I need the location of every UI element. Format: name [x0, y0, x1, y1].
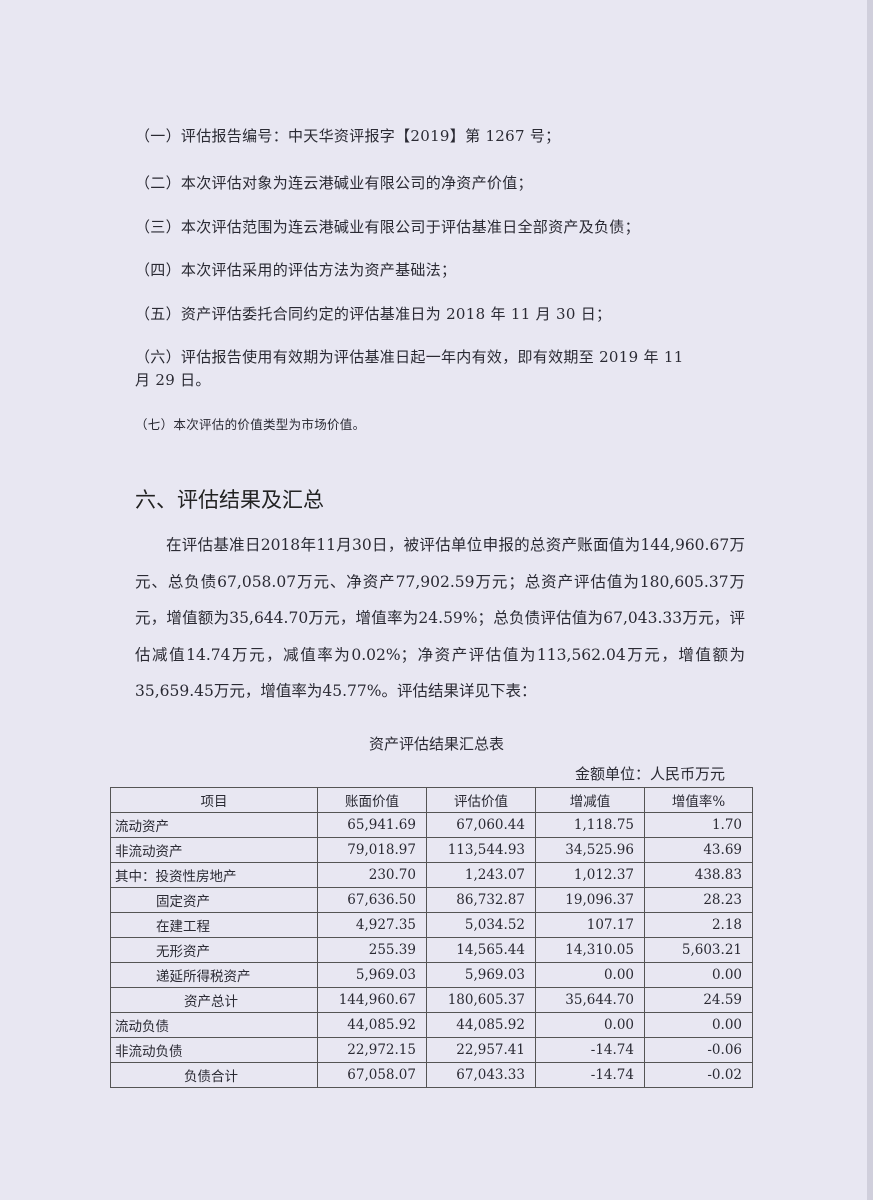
- item-7: （七）本次评估的价值类型为市场价值。: [135, 417, 366, 432]
- cell-value: -0.02: [644, 1062, 753, 1088]
- row-label: 流动负债: [110, 1012, 318, 1038]
- cell-value: 113,544.93: [426, 837, 536, 863]
- cell-value: 35,644.70: [535, 987, 645, 1013]
- page-edge: [867, 0, 873, 1200]
- cell-value: 5,603.21: [644, 937, 753, 963]
- table-row: 非流动负债 22,972.15 22,957.41 -14.74 -0.06: [110, 1037, 753, 1063]
- cell-value: 19,096.37: [535, 887, 645, 913]
- row-label: 流动资产: [110, 812, 318, 838]
- cell-value: 1.70: [644, 812, 753, 838]
- table-row: 其中：投资性房地产 230.70 1,243.07 1,012.37 438.83: [110, 862, 753, 888]
- cell-value: 44,085.92: [426, 1012, 536, 1038]
- item-1: （一）评估报告编号：中天华资评报字【2019】第 1267 号；: [135, 127, 561, 145]
- cell-value: 1,243.07: [426, 862, 536, 888]
- cell-value: 144,960.67: [317, 987, 427, 1013]
- table-row: 流动负债 44,085.92 44,085.92 0.00 0.00: [110, 1012, 753, 1038]
- cell-value: 0.00: [535, 962, 645, 988]
- row-label: 非流动资产: [110, 837, 318, 863]
- cell-value: 4,927.35: [317, 912, 427, 938]
- cell-value: 5,969.03: [317, 962, 427, 988]
- cell-value: 14,565.44: [426, 937, 536, 963]
- item-2: （二）本次评估对象为连云港碱业有限公司的净资产价值；: [135, 174, 533, 192]
- cell-value: 230.70: [317, 862, 427, 888]
- table-row: 流动资产 65,941.69 67,060.44 1,118.75 1.70: [110, 812, 753, 838]
- cell-value: 86,732.87: [426, 887, 536, 913]
- cell-value: 65,941.69: [317, 812, 427, 838]
- row-label: 固定资产: [110, 887, 318, 913]
- table-row: 负债合计 67,058.07 67,043.33 -14.74 -0.02: [110, 1062, 753, 1088]
- cell-value: 24.59: [644, 987, 753, 1013]
- cell-value: 34,525.96: [535, 837, 645, 863]
- item-6-cont: 月 29 日。: [135, 371, 211, 389]
- row-label: 非流动负债: [110, 1037, 318, 1063]
- cell-value: 67,058.07: [317, 1062, 427, 1088]
- cell-value: 107.17: [535, 912, 645, 938]
- cell-value: -0.06: [644, 1037, 753, 1063]
- cell-value: 67,636.50: [317, 887, 427, 913]
- table-header-row: 项目 账面价值 评估价值 增减值 增值率%: [110, 787, 753, 813]
- item-3: （三）本次评估范围为连云港碱业有限公司于评估基准日全部资产及负债；: [135, 218, 640, 236]
- cell-value: 180,605.37: [426, 987, 536, 1013]
- row-label: 无形资产: [110, 937, 318, 963]
- table-unit: 金额单位：人民币万元: [574, 765, 725, 783]
- cell-value: 438.83: [644, 862, 753, 888]
- row-label: 负债合计: [110, 1062, 318, 1088]
- cell-value: 1,118.75: [535, 812, 645, 838]
- cell-value: 2.18: [644, 912, 753, 938]
- cell-value: 67,060.44: [426, 812, 536, 838]
- cell-value: 0.00: [644, 1012, 753, 1038]
- column-header: 增值率%: [644, 787, 753, 813]
- cell-value: 43.69: [644, 837, 753, 863]
- results-table: 项目 账面价值 评估价值 增减值 增值率% 流动资产 65,941.69 67,060.44…: [110, 787, 753, 1088]
- summary-paragraph: 在评估基准日2018年11月30日，被评估单位申报的总资产账面值为144,960…: [135, 536, 745, 700]
- cell-value: 28.23: [644, 887, 753, 913]
- cell-value: 5,969.03: [426, 962, 536, 988]
- section-heading: 六、评估结果及汇总: [135, 488, 324, 512]
- table-row: 在建工程 4,927.35 5,034.52 107.17 2.18: [110, 912, 753, 938]
- table-row: 递延所得税资产 5,969.03 5,969.03 0.00 0.00: [110, 962, 753, 988]
- column-header: 账面价值: [317, 787, 427, 813]
- column-header: 评估价值: [426, 787, 536, 813]
- cell-value: 5,034.52: [426, 912, 536, 938]
- table-row: 无形资产 255.39 14,565.44 14,310.05 5,603.21: [110, 937, 753, 963]
- cell-value: 0.00: [535, 1012, 645, 1038]
- table-row: 固定资产 67,636.50 86,732.87 19,096.37 28.23: [110, 887, 753, 913]
- cell-value: 255.39: [317, 937, 427, 963]
- cell-value: 22,972.15: [317, 1037, 427, 1063]
- row-label: 递延所得税资产: [110, 962, 318, 988]
- cell-value: 0.00: [644, 962, 753, 988]
- row-label: 在建工程: [110, 912, 318, 938]
- item-6: （六）评估报告使用有效期为评估基准日起一年内有效，即有效期至 2019 年 11: [135, 348, 684, 366]
- cell-value: -14.74: [535, 1062, 645, 1088]
- cell-value: 79,018.97: [317, 837, 427, 863]
- cell-value: 44,085.92: [317, 1012, 427, 1038]
- item-4: （四）本次评估采用的评估方法为资产基础法；: [135, 261, 457, 279]
- cell-value: -14.74: [535, 1037, 645, 1063]
- table-row: 资产总计 144,960.67 180,605.37 35,644.70 24.59: [110, 987, 753, 1013]
- cell-value: 67,043.33: [426, 1062, 536, 1088]
- row-label: 资产总计: [110, 987, 318, 1013]
- cell-value: 22,957.41: [426, 1037, 536, 1063]
- table-caption: 资产评估结果汇总表: [368, 735, 504, 753]
- column-header: 增减值: [535, 787, 645, 813]
- table-row: 非流动资产 79,018.97 113,544.93 34,525.96 43.69: [110, 837, 753, 863]
- item-5: （五）资产评估委托合同约定的评估基准日为 2018 年 11 月 30 日；: [135, 305, 612, 323]
- row-label: 其中：投资性房地产: [110, 862, 318, 888]
- cell-value: 14,310.05: [535, 937, 645, 963]
- column-header: 项目: [110, 787, 318, 813]
- cell-value: 1,012.37: [535, 862, 645, 888]
